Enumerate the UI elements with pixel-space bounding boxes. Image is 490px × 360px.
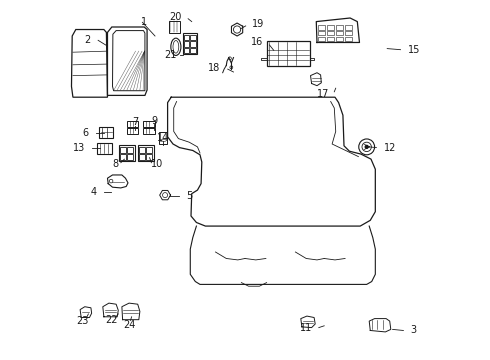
Bar <box>139 147 145 153</box>
Bar <box>345 25 352 30</box>
Bar <box>159 132 167 144</box>
Text: 20: 20 <box>170 12 182 22</box>
Text: 21: 21 <box>164 50 176 60</box>
Bar <box>184 48 189 53</box>
Text: 13: 13 <box>73 143 85 153</box>
Text: 18: 18 <box>208 63 220 73</box>
Bar <box>190 41 196 47</box>
Text: 7: 7 <box>132 117 138 127</box>
Bar <box>183 33 197 54</box>
Bar <box>127 154 133 160</box>
Bar <box>97 143 112 154</box>
Bar <box>127 147 133 153</box>
Bar <box>336 37 343 41</box>
Text: 14: 14 <box>157 132 169 143</box>
Bar <box>120 147 126 153</box>
Text: 4: 4 <box>91 186 97 197</box>
Bar <box>190 35 196 40</box>
Text: 23: 23 <box>76 316 89 326</box>
Bar <box>144 128 155 134</box>
Text: 17: 17 <box>317 89 330 99</box>
Bar <box>146 147 152 153</box>
Bar <box>327 37 334 41</box>
Text: 19: 19 <box>251 19 264 30</box>
Bar <box>120 154 126 160</box>
Bar <box>139 154 145 160</box>
Text: 10: 10 <box>151 159 163 169</box>
Text: 15: 15 <box>408 45 420 55</box>
Bar <box>127 128 139 134</box>
Bar <box>190 48 196 53</box>
Text: 24: 24 <box>123 320 135 330</box>
Bar <box>138 145 154 161</box>
Text: 22: 22 <box>105 315 118 325</box>
Bar <box>99 127 113 138</box>
Bar <box>345 37 352 41</box>
Bar <box>119 145 135 161</box>
Text: 11: 11 <box>300 323 313 333</box>
Bar <box>127 121 139 127</box>
Text: 6: 6 <box>82 128 88 138</box>
Text: 16: 16 <box>251 37 263 48</box>
Bar <box>327 31 334 35</box>
Bar <box>318 25 325 30</box>
Bar <box>318 37 325 41</box>
Bar <box>336 25 343 30</box>
Bar <box>318 31 325 35</box>
Bar <box>336 31 343 35</box>
Text: 8: 8 <box>112 159 118 169</box>
Text: 5: 5 <box>187 191 193 201</box>
Bar <box>146 154 152 160</box>
Bar <box>327 25 334 30</box>
Text: 9: 9 <box>151 116 157 126</box>
Text: 2: 2 <box>85 35 91 45</box>
Bar <box>184 41 189 47</box>
Bar <box>267 41 310 66</box>
Text: 3: 3 <box>411 325 416 336</box>
Text: 12: 12 <box>384 143 396 153</box>
Text: 1: 1 <box>141 17 147 27</box>
Bar <box>144 121 155 127</box>
Bar <box>345 31 352 35</box>
Circle shape <box>365 145 368 148</box>
Bar <box>184 35 189 40</box>
